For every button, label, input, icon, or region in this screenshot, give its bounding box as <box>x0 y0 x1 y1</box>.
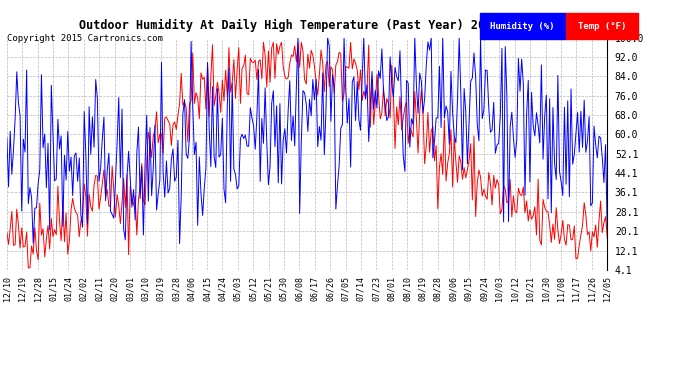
Text: Copyright 2015 Cartronics.com: Copyright 2015 Cartronics.com <box>7 34 163 43</box>
Text: Temp (°F): Temp (°F) <box>578 22 627 31</box>
Text: Humidity (%): Humidity (%) <box>491 22 555 31</box>
Text: Outdoor Humidity At Daily High Temperature (Past Year) 20151210: Outdoor Humidity At Daily High Temperatu… <box>79 19 528 32</box>
